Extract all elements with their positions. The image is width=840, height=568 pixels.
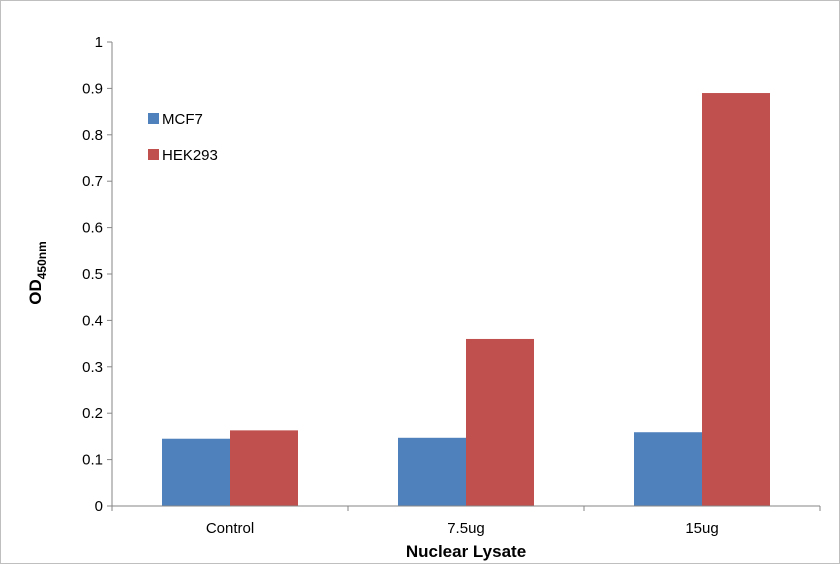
y-axis-title-main: OD — [26, 279, 45, 305]
y-tick-label: 0 — [95, 498, 103, 515]
x-axis-ticks: Control 7.5ug 15ug — [111, 506, 821, 537]
y-tick-label: 1 — [95, 34, 103, 51]
y-tick-label: 0.9 — [82, 80, 103, 97]
bar-hek293-75ug — [466, 338, 534, 506]
bar-mcf7-75ug — [398, 437, 466, 506]
y-tick-label: 0.7 — [82, 173, 103, 190]
x-tick-label: 15ug — [685, 520, 718, 537]
legend-swatch-hek293 — [148, 149, 159, 160]
bar-hek293-15ug — [702, 93, 770, 506]
legend-label-mcf7: MCF7 — [162, 111, 203, 128]
legend: MCF7 HEK293 — [148, 111, 218, 164]
y-tick-label: 0.4 — [82, 312, 103, 329]
y-tick-label: 0.5 — [82, 266, 103, 283]
y-tick-label: 0.3 — [82, 359, 103, 376]
x-tick-label: 7.5ug — [447, 520, 485, 537]
bar-hek293-control — [230, 430, 298, 506]
bars — [162, 93, 770, 506]
y-axis-title-subscript: 450nm — [35, 241, 49, 279]
legend-label-hek293: HEK293 — [162, 147, 218, 164]
y-axis-ticks: 0 0.1 0.2 0.3 0.4 0.5 0.6 0.7 0.8 0.9 1 — [82, 34, 112, 515]
bar-mcf7-15ug — [634, 432, 702, 506]
y-axis-title: OD450nm — [26, 241, 49, 305]
x-axis-title: Nuclear Lysate — [406, 542, 526, 561]
y-tick-label: 0.6 — [82, 220, 103, 237]
legend-swatch-mcf7 — [148, 113, 159, 124]
bar-mcf7-control — [162, 438, 230, 506]
y-tick-label: 0.2 — [82, 405, 103, 422]
x-tick-label: Control — [206, 520, 254, 537]
y-tick-label: 0.1 — [82, 452, 103, 469]
y-tick-label: 0.8 — [82, 127, 103, 144]
